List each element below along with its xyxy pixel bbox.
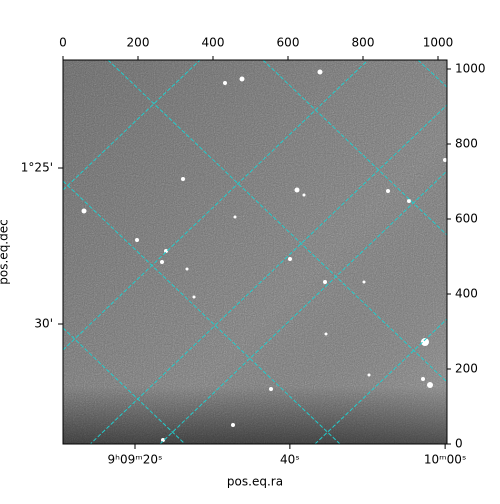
y-tick-label: 600 [455,212,478,226]
y-tick-label: 400 [455,287,478,301]
y-tick-label: 0 [455,437,463,451]
ra-tick-label: 9ʰ09ᵐ20ˢ [108,453,163,467]
y-tick-label: 1000 [455,62,486,76]
x-tick-label: 1000 [423,36,454,50]
x-tick-label: 800 [352,36,375,50]
x-tick-label: 400 [202,36,225,50]
y-tick-label: 200 [455,362,478,376]
coordinate-grid [63,60,447,444]
x-axis-label: pos.eq.ra [227,475,283,489]
x-tick-label: 600 [277,36,300,50]
dec-tick-label: 30' [34,317,53,331]
dec-tick-label: 1°25' [21,161,53,175]
sky-image [63,60,447,444]
stars [81,69,447,442]
x-tick-label: 200 [127,36,150,50]
ra-tick-label: 10ᵐ00ˢ [424,453,467,467]
y-axis-label: pos.eq.dec [0,219,11,284]
y-tick-label: 800 [455,137,478,151]
ra-tick-label: 40ˢ [280,453,300,467]
x-tick-label: 0 [59,36,67,50]
frame [62,59,448,445]
